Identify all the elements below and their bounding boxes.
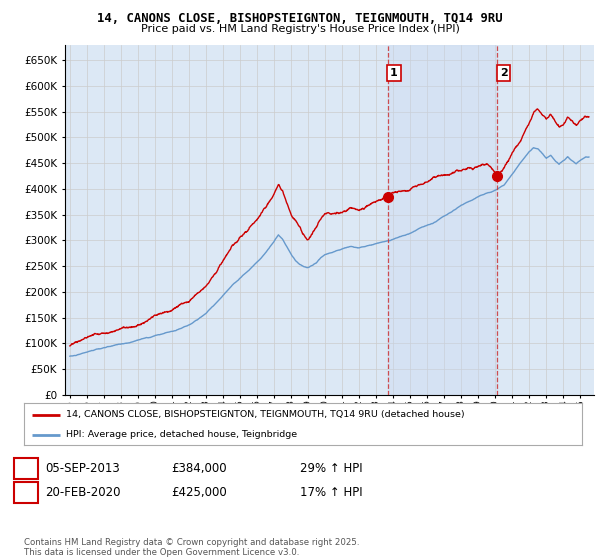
Text: £425,000: £425,000 [171,486,227,500]
Text: Price paid vs. HM Land Registry's House Price Index (HPI): Price paid vs. HM Land Registry's House … [140,24,460,34]
Text: 17% ↑ HPI: 17% ↑ HPI [300,486,362,500]
Text: 29% ↑ HPI: 29% ↑ HPI [300,462,362,475]
Text: 1: 1 [22,462,31,475]
Text: 2: 2 [500,68,508,78]
Text: 05-SEP-2013: 05-SEP-2013 [45,462,120,475]
Bar [388,45,497,395]
Text: Contains HM Land Registry data © Crown copyright and database right 2025.
This d: Contains HM Land Registry data © Crown c… [24,538,359,557]
Text: 14, CANONS CLOSE, BISHOPSTEIGNTON, TEIGNMOUTH, TQ14 9RU (detached house): 14, CANONS CLOSE, BISHOPSTEIGNTON, TEIGN… [66,410,464,419]
Text: 14, CANONS CLOSE, BISHOPSTEIGNTON, TEIGNMOUTH, TQ14 9RU: 14, CANONS CLOSE, BISHOPSTEIGNTON, TEIGN… [97,12,503,25]
Text: HPI: Average price, detached house, Teignbridge: HPI: Average price, detached house, Teig… [66,430,297,439]
Text: 1: 1 [390,68,398,78]
Text: 20-FEB-2020: 20-FEB-2020 [45,486,121,500]
Text: 2: 2 [22,486,31,500]
Text: £384,000: £384,000 [171,462,227,475]
